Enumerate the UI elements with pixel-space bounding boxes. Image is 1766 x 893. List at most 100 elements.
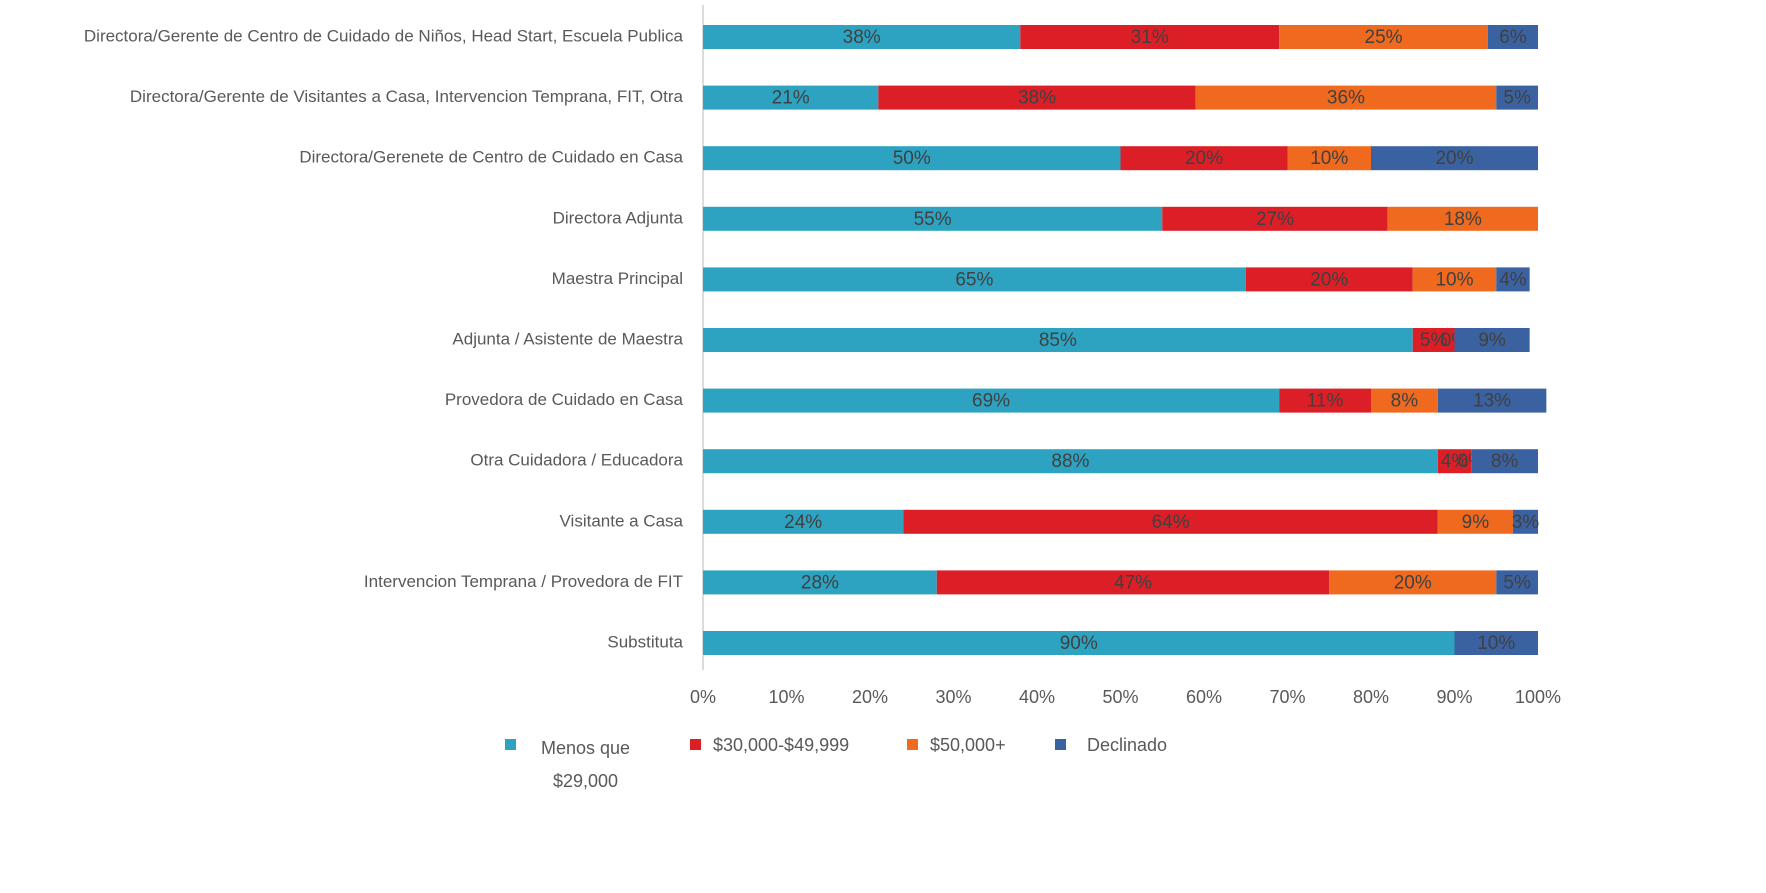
legend-swatch [907,739,918,750]
value-label: 5% [1503,88,1531,109]
bar-segment [878,85,1196,110]
bar-segment [1195,85,1497,110]
value-label: 31% [1131,27,1169,48]
value-label: 11% [1307,391,1344,412]
value-label: 6% [1499,27,1527,48]
bar-segment [703,631,1455,655]
bar-segment [1496,267,1530,292]
value-label: 55% [914,209,952,230]
bar-segment [1437,509,1513,534]
x-tick-label: 10% [768,687,804,707]
category-label: Directora Adjunta [553,208,684,227]
x-tick-label: 50% [1102,687,1138,707]
value-label: 4% [1499,269,1527,290]
category-label: Directora/Gerente de Centro de Cuidado d… [84,26,684,45]
value-label: 65% [955,269,993,290]
bar-segment [1454,328,1530,352]
legend-swatch [505,739,516,750]
value-label: 10% [1435,269,1473,290]
bar-segment [1162,206,1388,231]
category-label: Directora/Gerenete de Centro de Cuidado … [299,148,683,167]
x-tick-label: 100% [1515,687,1561,707]
bar-segment [703,206,1163,231]
category-label: Visitante a Casa [560,511,684,530]
bar-segment [1279,25,1488,49]
bar-segment [1329,570,1497,595]
legend-swatch [1055,739,1066,750]
bar-segment [1020,25,1280,49]
value-label: 28% [801,572,839,593]
category-label: Substituta [607,632,683,651]
value-label: 13% [1473,391,1511,412]
x-tick-label: 20% [852,687,888,707]
bar-segment [1245,267,1413,292]
value-label: 10% [1477,633,1515,654]
value-label: 27% [1256,209,1294,230]
legend-label: Menos que $29,000 [540,738,631,791]
legend-swatch [690,739,701,750]
value-label: 10% [1310,148,1348,169]
value-label: 8% [1491,451,1519,472]
value-label: 64% [1152,512,1190,533]
category-label: Intervencion Temprana / Provedora de FIT [364,572,683,591]
bar-segment [1496,85,1538,110]
x-tick-label: 40% [1019,687,1055,707]
legend-label: $50,000+ [930,735,1006,755]
bar-segment [1437,449,1472,474]
bar-segment [1471,449,1538,474]
value-label: 25% [1365,27,1403,48]
bar-segment [1412,328,1455,352]
bar-segment [903,509,1438,534]
bar-segment [1120,146,1288,171]
category-label: Otra Cuidadora / Educadora [470,451,683,470]
bar-segment [1279,388,1371,413]
x-tick-label: 80% [1353,687,1389,707]
x-tick-label: 90% [1436,687,1472,707]
category-label: Provedora de Cuidado en Casa [445,390,684,409]
bar-segment [1371,388,1438,413]
x-tick-label: 60% [1186,687,1222,707]
value-label: 9% [1478,330,1506,351]
legend-label-box: Menos que $29,000 [540,738,631,791]
value-label: 5% [1503,572,1531,593]
value-label: 20% [1185,148,1223,169]
value-label: 9% [1462,512,1490,533]
value-label: 50% [893,148,931,169]
category-label: Adjunta / Asistente de Maestra [452,329,683,348]
value-label: 20% [1310,269,1348,290]
value-label: 24% [784,512,822,533]
value-label: 69% [972,391,1010,412]
value-label: 90% [1060,633,1098,654]
value-label: 88% [1051,451,1089,472]
value-label: 20% [1435,148,1473,169]
x-tick-label: 30% [935,687,971,707]
bar-segment [1371,146,1538,171]
x-tick-label: 0% [690,687,716,707]
bar-segment [1387,206,1538,231]
bar-segment [1496,570,1538,595]
value-label: 21% [772,88,810,109]
bar-segment [703,146,1121,171]
value-label: 20% [1394,572,1432,593]
value-label: 3% [1512,512,1540,533]
bar-segment [703,509,904,534]
bar-segment [703,267,1246,292]
category-label: Maestra Principal [552,269,683,288]
bar-segment [1487,25,1538,49]
x-tick-label: 70% [1269,687,1305,707]
bar-segment [703,328,1413,352]
legend-label: $30,000-$49,999 [713,735,849,755]
value-label: 38% [1018,88,1056,109]
bar-segment [1412,267,1497,292]
bar-segment [1437,388,1547,413]
bar-segment [703,388,1280,413]
value-label: 5% [1420,330,1448,351]
bar-segment [1287,146,1371,171]
bar-segment [703,25,1021,49]
bar-segment [703,85,879,110]
category-label: Directora/Gerente de Visitantes a Casa, … [130,87,684,106]
value-label: 47% [1114,572,1152,593]
bar-segment [703,570,937,595]
value-label: 18% [1444,209,1482,230]
